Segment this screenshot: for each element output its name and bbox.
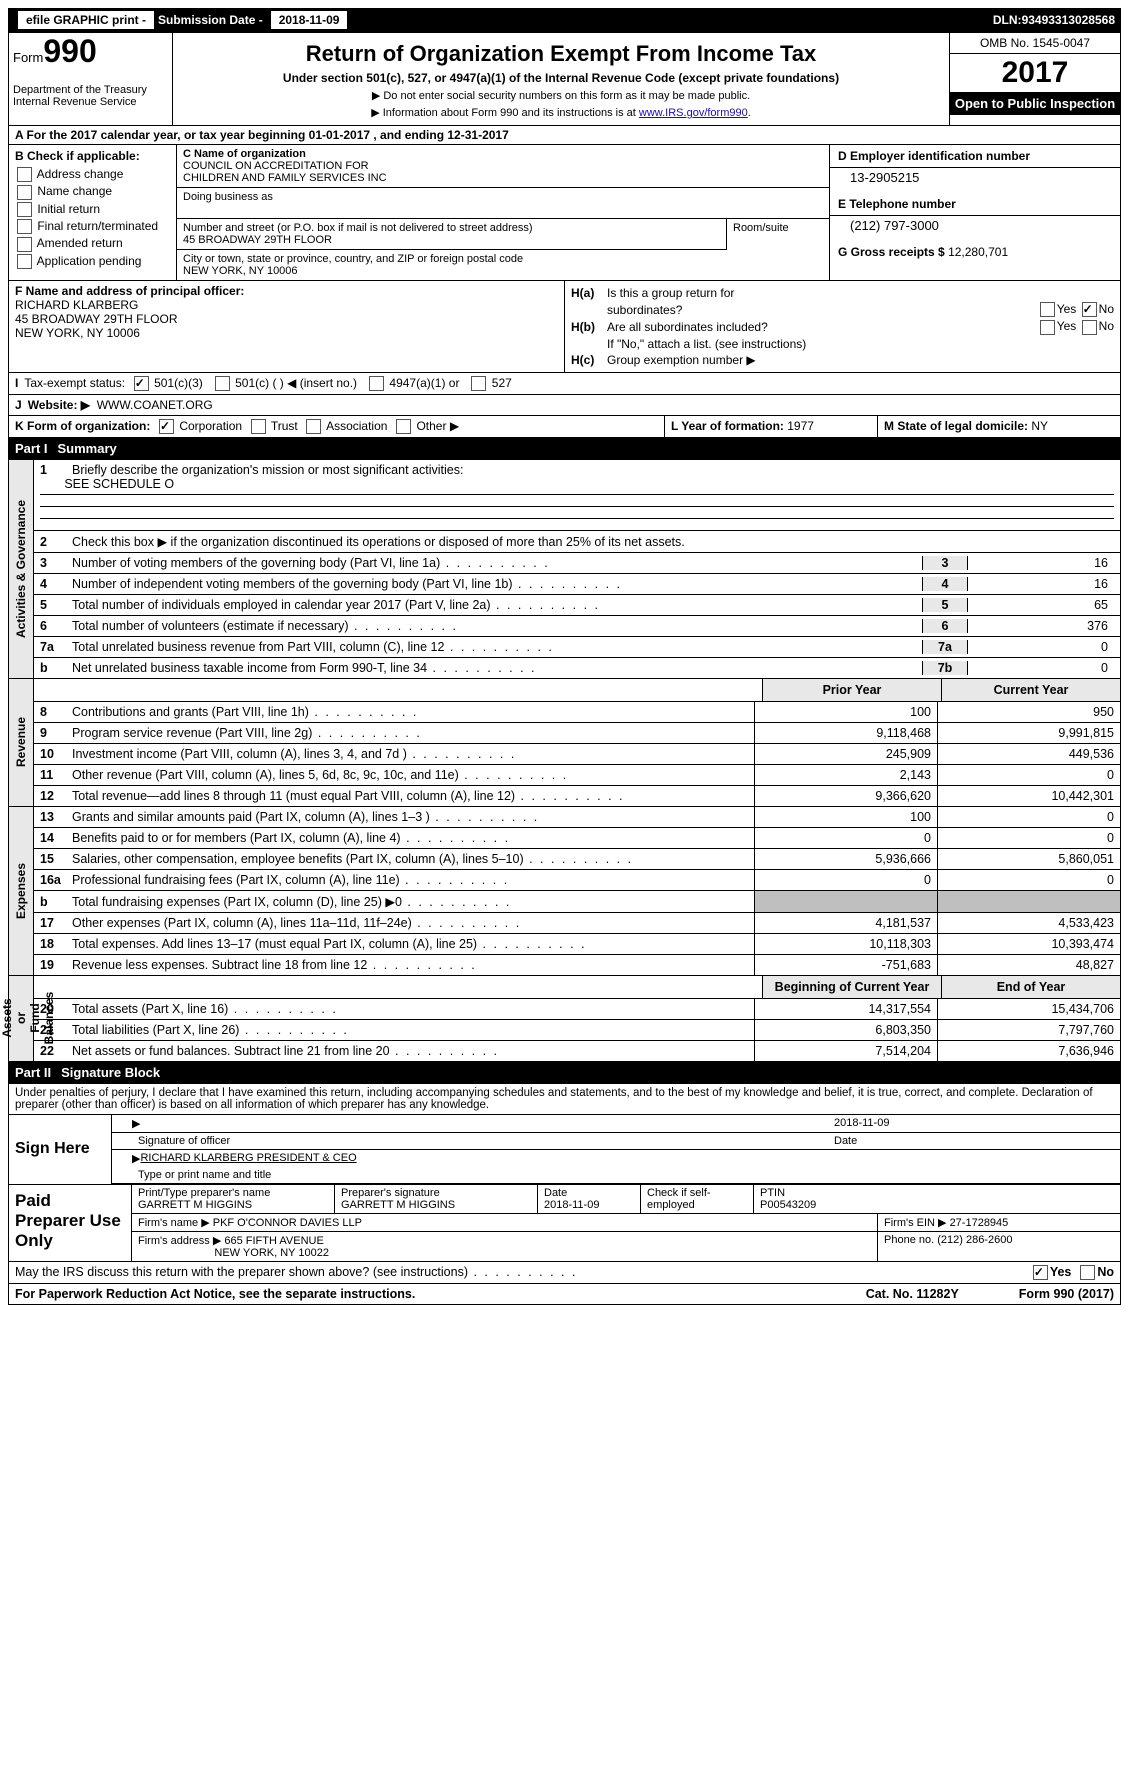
table-row: 13Grants and similar amounts paid (Part … xyxy=(34,807,1120,828)
open-to-public: Open to Public Inspection xyxy=(950,92,1120,115)
table-row: 21Total liabilities (Part X, line 26) 6,… xyxy=(34,1020,1120,1041)
table-row: 17Other expenses (Part IX, column (A), l… xyxy=(34,913,1120,934)
discuss-yes-checkbox[interactable] xyxy=(1033,1265,1048,1280)
summary-line: 4Number of independent voting members of… xyxy=(34,574,1120,595)
row-i-tax-exempt: I Tax-exempt status: 501(c)(3) 501(c) ( … xyxy=(8,373,1121,395)
submission-label: Submission Date - xyxy=(158,13,263,27)
city-address: NEW YORK, NY 10006 xyxy=(183,265,298,277)
signature-block: Under penalties of perjury, I declare th… xyxy=(8,1084,1121,1262)
dept-treasury: Department of the Treasury xyxy=(13,84,168,96)
gross-receipts: 12,280,701 xyxy=(948,245,1008,259)
table-row: bTotal fundraising expenses (Part IX, co… xyxy=(34,891,1120,913)
checkbox-item: Application pending xyxy=(15,254,170,269)
efile-label: efile GRAPHIC print - xyxy=(18,11,154,29)
row-a-tax-year: A For the 2017 calendar year, or tax yea… xyxy=(8,126,1121,145)
side-label-net: Net Assets or Fund Balances xyxy=(0,992,56,1045)
part-2-header: Part II Signature Block xyxy=(8,1062,1121,1084)
hb-no-checkbox[interactable] xyxy=(1082,320,1097,335)
table-row: 9Program service revenue (Part VIII, lin… xyxy=(34,723,1120,744)
checkbox-item: Initial return xyxy=(15,202,170,217)
street-address: 45 BROADWAY 29TH FLOOR xyxy=(183,234,332,246)
mission-description: SEE SCHEDULE O xyxy=(64,477,174,491)
beginning-year-header: Beginning of Current Year xyxy=(762,976,941,998)
section-f: F Name and address of principal officer:… xyxy=(9,281,565,372)
section-c: C Name of organization COUNCIL ON ACCRED… xyxy=(176,145,830,280)
table-row: 14Benefits paid to or for members (Part … xyxy=(34,828,1120,849)
checkbox-item: Name change xyxy=(15,184,170,199)
dln-value: 93493313028568 xyxy=(1022,13,1115,27)
table-row: 12Total revenue—add lines 8 through 11 (… xyxy=(34,786,1120,806)
table-row: 11Other revenue (Part VIII, column (A), … xyxy=(34,765,1120,786)
table-row: 19Revenue less expenses. Subtract line 1… xyxy=(34,955,1120,975)
ha-yes-checkbox[interactable] xyxy=(1040,302,1055,317)
table-row: 18Total expenses. Add lines 13–17 (must … xyxy=(34,934,1120,955)
tax-year: 2017 xyxy=(950,54,1120,92)
paid-preparer-label: Paid Preparer Use Only xyxy=(9,1185,131,1261)
side-label-expenses: Expenses xyxy=(14,863,28,919)
submission-date: 2018-11-09 xyxy=(271,11,348,29)
table-row: 15Salaries, other compensation, employee… xyxy=(34,849,1120,870)
discuss-row: May the IRS discuss this return with the… xyxy=(8,1262,1121,1284)
table-row: 10Investment income (Part VIII, column (… xyxy=(34,744,1120,765)
ein: 13-2905215 xyxy=(830,168,1120,193)
table-row: 8Contributions and grants (Part VIII, li… xyxy=(34,702,1120,723)
side-label-governance: Activities & Governance xyxy=(14,500,28,638)
header-block: Form990 Department of the Treasury Inter… xyxy=(8,32,1121,126)
table-row: 22Net assets or fund balances. Subtract … xyxy=(34,1041,1120,1061)
section-d: D Employer identification number 13-2905… xyxy=(830,145,1120,280)
hb-yes-checkbox[interactable] xyxy=(1040,320,1055,335)
org-name: COUNCIL ON ACCREDITATION FOR CHILDREN AN… xyxy=(183,160,387,184)
summary-line: 5Total number of individuals employed in… xyxy=(34,595,1120,616)
discuss-no-checkbox[interactable] xyxy=(1080,1265,1095,1280)
501c3-checkbox[interactable] xyxy=(134,376,149,391)
irs-link[interactable]: www.IRS.gov/form990 xyxy=(639,107,748,119)
row-j-website: J Website: ▶ WWW.COANET.ORG xyxy=(8,395,1121,416)
summary-line: 6Total number of volunteers (estimate if… xyxy=(34,616,1120,637)
sign-here-label: Sign Here xyxy=(9,1115,111,1184)
section-b: B Check if applicable: Address change Na… xyxy=(9,145,176,280)
top-bar: efile GRAPHIC print - Submission Date - … xyxy=(8,8,1121,32)
omb-number: OMB No. 1545-0047 xyxy=(950,33,1120,54)
form-subtitle: Under section 501(c), 527, or 4947(a)(1)… xyxy=(183,71,939,85)
note-info: ▶ Information about Form 990 and its ins… xyxy=(183,106,939,119)
prior-year-header: Prior Year xyxy=(762,679,941,701)
website-url: WWW.COANET.ORG xyxy=(97,398,213,412)
summary-line: 3Number of voting members of the governi… xyxy=(34,553,1120,574)
side-label-revenue: Revenue xyxy=(14,717,28,767)
checkbox-item: Address change xyxy=(15,167,170,182)
form-title: Return of Organization Exempt From Incom… xyxy=(183,41,939,67)
table-row: 20Total assets (Part X, line 16) 14,317,… xyxy=(34,999,1120,1020)
checkbox-item: Final return/terminated xyxy=(15,219,170,234)
form-number-block: Form990 xyxy=(13,37,168,70)
end-year-header: End of Year xyxy=(941,976,1120,998)
dept-irs: Internal Revenue Service xyxy=(13,96,168,108)
table-row: 16aProfessional fundraising fees (Part I… xyxy=(34,870,1120,891)
dln-label: DLN: xyxy=(993,13,1022,27)
summary-line: 7aTotal unrelated business revenue from … xyxy=(34,637,1120,658)
telephone: (212) 797-3000 xyxy=(830,216,1120,241)
summary-line: bNet unrelated business taxable income f… xyxy=(34,658,1120,678)
note-ssn: ▶ Do not enter social security numbers o… xyxy=(183,89,939,102)
checkbox-item: Amended return xyxy=(15,236,170,251)
section-h: H(a)Is this a group return for subordina… xyxy=(565,281,1120,372)
footer: For Paperwork Reduction Act Notice, see … xyxy=(8,1284,1121,1305)
current-year-header: Current Year xyxy=(941,679,1120,701)
row-k-l-m: K Form of organization: Corporation Trus… xyxy=(8,416,1121,438)
ha-no-checkbox[interactable] xyxy=(1082,302,1097,317)
part-1-header: Part I Summary xyxy=(8,438,1121,460)
